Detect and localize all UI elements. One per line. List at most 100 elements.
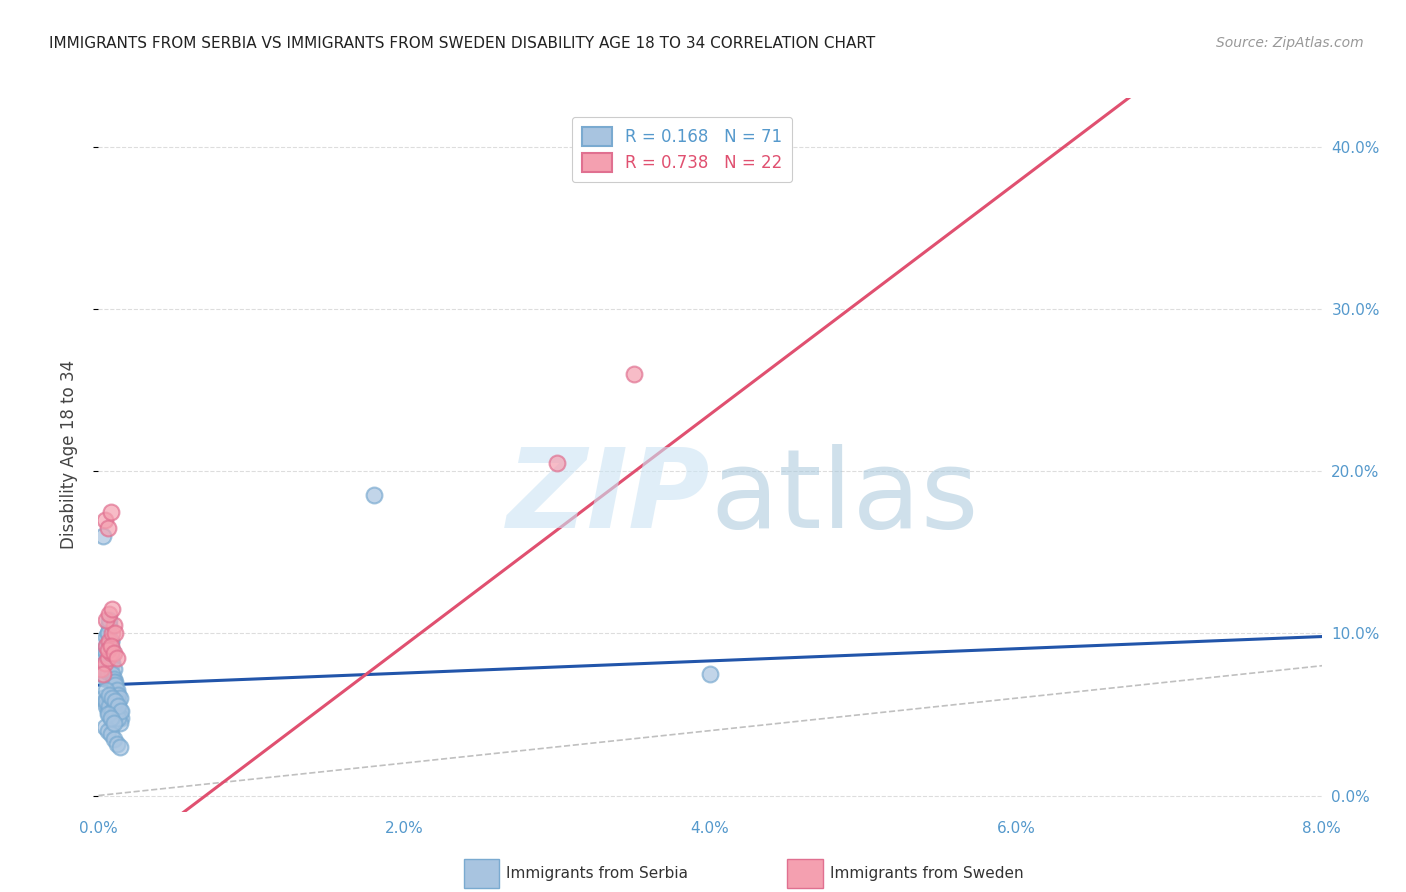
Point	[93, 720, 115, 734]
Point	[97, 707, 120, 722]
Point	[104, 691, 127, 706]
Point	[93, 642, 115, 657]
Point	[97, 650, 120, 665]
Point	[100, 634, 122, 648]
Point	[108, 739, 131, 754]
Point	[104, 678, 127, 692]
Text: Immigrants from Serbia: Immigrants from Serbia	[506, 866, 688, 880]
Point	[98, 613, 121, 627]
Point	[104, 675, 127, 690]
Point	[105, 737, 128, 751]
Y-axis label: Disability Age 18 to 34: Disability Age 18 to 34	[59, 360, 77, 549]
Point	[97, 521, 120, 535]
Point	[546, 456, 568, 470]
Point	[91, 529, 114, 543]
Point	[90, 658, 112, 673]
Point	[100, 650, 122, 665]
Point	[101, 704, 124, 718]
Point	[94, 694, 117, 708]
Point	[98, 618, 121, 632]
Point	[104, 626, 127, 640]
Point	[98, 707, 121, 722]
Point	[94, 683, 117, 698]
Point	[90, 662, 112, 676]
Text: IMMIGRANTS FROM SERBIA VS IMMIGRANTS FROM SWEDEN DISABILITY AGE 18 TO 34 CORRELA: IMMIGRANTS FROM SERBIA VS IMMIGRANTS FRO…	[49, 36, 876, 51]
Point	[91, 666, 114, 681]
Point	[98, 699, 121, 714]
Text: atlas: atlas	[710, 444, 979, 551]
Point	[103, 678, 125, 692]
Point	[100, 711, 122, 725]
Point	[363, 488, 385, 502]
Point	[93, 656, 115, 670]
Point	[101, 691, 124, 706]
Point	[105, 688, 128, 702]
Point	[103, 675, 125, 690]
Point	[94, 646, 117, 660]
Point	[91, 666, 114, 681]
Point	[101, 602, 124, 616]
Point	[94, 699, 117, 714]
Point	[94, 630, 117, 644]
Point	[110, 711, 132, 725]
Point	[103, 672, 125, 686]
Point	[97, 665, 120, 680]
Text: Immigrants from Sweden: Immigrants from Sweden	[830, 866, 1024, 880]
Point	[104, 683, 127, 698]
Point	[104, 707, 127, 722]
Point	[103, 618, 125, 632]
Point	[699, 666, 721, 681]
Point	[98, 607, 121, 621]
Point	[100, 505, 122, 519]
Point	[105, 683, 128, 698]
Point	[93, 513, 115, 527]
Point	[97, 723, 120, 738]
Point	[101, 666, 124, 681]
Point	[103, 662, 125, 676]
Text: Source: ZipAtlas.com: Source: ZipAtlas.com	[1216, 36, 1364, 50]
Point	[94, 640, 117, 654]
Point	[100, 646, 122, 660]
Point	[93, 694, 115, 708]
Point	[107, 707, 129, 722]
Point	[108, 704, 131, 718]
Point	[93, 662, 115, 676]
Point	[101, 715, 124, 730]
Point	[108, 715, 131, 730]
Point	[100, 727, 122, 741]
Point	[100, 640, 122, 654]
Point	[623, 367, 645, 381]
Point	[100, 711, 122, 725]
Point	[98, 646, 121, 660]
Point	[97, 642, 120, 657]
Point	[104, 694, 127, 708]
Point	[91, 650, 114, 665]
Point	[105, 650, 128, 665]
Point	[97, 626, 120, 640]
Point	[107, 694, 129, 708]
Point	[107, 699, 129, 714]
Point	[103, 646, 125, 660]
Point	[103, 715, 125, 730]
Point	[105, 699, 128, 714]
Point	[108, 691, 131, 706]
Point	[107, 688, 129, 702]
Point	[94, 640, 117, 654]
Point	[94, 613, 117, 627]
Point	[94, 672, 117, 686]
Point	[98, 688, 121, 702]
Text: ZIP: ZIP	[506, 444, 710, 551]
Point	[97, 634, 120, 648]
Point	[103, 731, 125, 746]
Point	[100, 634, 122, 648]
Point	[93, 656, 115, 670]
Legend: R = 0.168   N = 71, R = 0.738   N = 22: R = 0.168 N = 71, R = 0.738 N = 22	[572, 117, 792, 182]
Point	[101, 642, 124, 657]
Point	[110, 704, 132, 718]
Point	[97, 626, 120, 640]
Point	[91, 691, 114, 706]
Point	[101, 656, 124, 670]
Point	[98, 634, 121, 648]
Point	[107, 711, 129, 725]
Point	[97, 704, 120, 718]
